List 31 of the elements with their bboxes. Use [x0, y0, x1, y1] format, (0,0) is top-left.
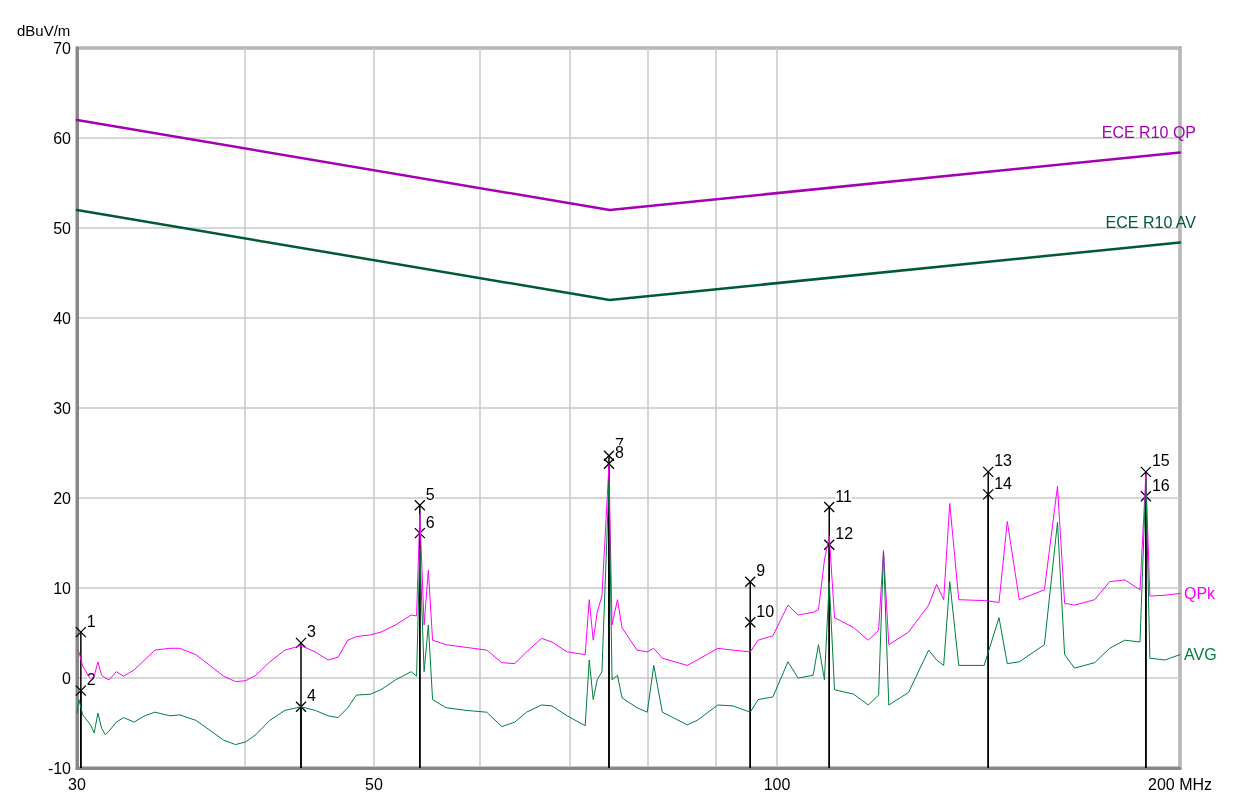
annotation: 9	[756, 562, 766, 580]
y-tick-label: 70	[53, 39, 72, 57]
y-tick-label: 60	[53, 129, 72, 147]
x-tick-label: 100	[763, 775, 791, 793]
series-label: AVG	[1184, 646, 1217, 664]
annotation: 16	[1151, 476, 1170, 494]
annotation: 1	[86, 612, 96, 630]
annotation: 12	[835, 525, 854, 543]
y-tick-label: 10	[53, 579, 72, 597]
y-tick-label: 0	[62, 669, 72, 687]
y-axis-title: dBuV/m	[17, 22, 71, 39]
annotation: 15	[1151, 452, 1170, 470]
annotation: 6	[425, 513, 435, 531]
annotation: 10	[756, 602, 775, 620]
annotation: 11	[835, 487, 852, 505]
series-label: ECE R10 AV	[1105, 213, 1197, 231]
annotation: 3	[306, 623, 316, 641]
annotation: 5	[425, 485, 435, 503]
x-tick-label: 200 MHz	[1147, 775, 1213, 793]
y-tick-label: 20	[53, 489, 72, 507]
series-label: ECE R10 QP	[1101, 123, 1196, 141]
annotation: 14	[994, 474, 1013, 492]
annotation: 13	[994, 452, 1013, 470]
x-tick-label: 30	[68, 775, 86, 793]
series-label: QPk	[1184, 584, 1217, 602]
y-tick-label: 40	[53, 309, 72, 327]
y-tick-label: 30	[53, 399, 72, 417]
annotation: 4	[306, 687, 316, 705]
y-tick-label: 50	[53, 219, 72, 237]
x-tick-label: 50	[365, 775, 383, 793]
y-tick-label: -10	[47, 759, 72, 777]
